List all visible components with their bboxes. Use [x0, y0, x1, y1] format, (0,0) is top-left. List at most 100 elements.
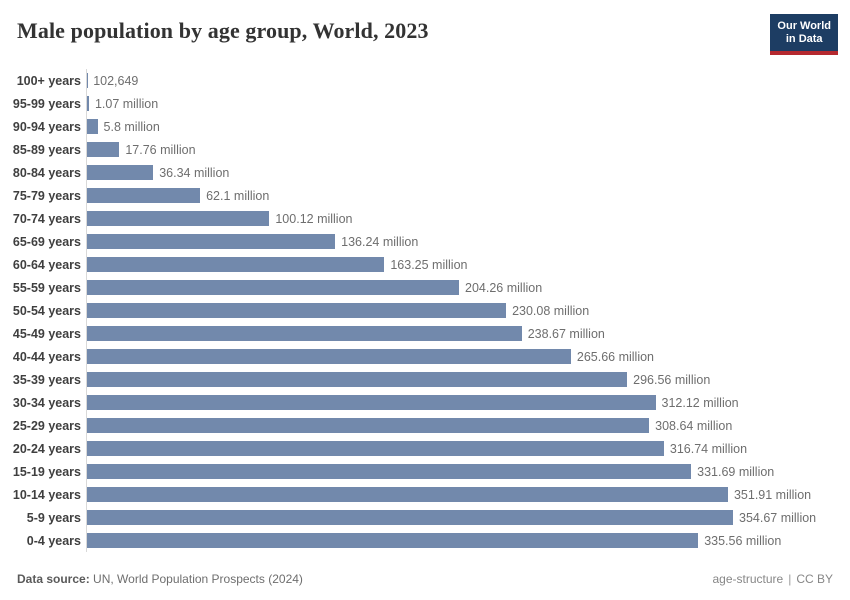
bar[interactable] [87, 188, 201, 203]
category-label: 100+ years [16, 73, 81, 88]
bar-track: 312.12 million [86, 391, 850, 414]
bar[interactable] [87, 211, 270, 226]
category-label: 85-89 years [12, 142, 81, 157]
data-source: Data source: UN, World Population Prospe… [17, 572, 303, 586]
bar[interactable] [87, 326, 522, 341]
bar[interactable] [87, 441, 664, 456]
bar-row: 5-9 years 354.67 million [0, 506, 850, 529]
value-label: 62.1 million [206, 188, 270, 203]
bar-track: 204.26 million [86, 276, 850, 299]
bar-track: 351.91 million [86, 483, 850, 506]
bar[interactable] [87, 464, 692, 479]
bar[interactable] [87, 533, 699, 548]
value-label: 163.25 million [390, 257, 468, 272]
bar-row: 95-99 years 1.07 million [0, 92, 850, 115]
category-label: 50-54 years [12, 303, 81, 318]
bar[interactable] [87, 165, 154, 180]
bar-track: 36.34 million [86, 161, 850, 184]
bar[interactable] [87, 280, 460, 295]
category-label: 15-19 years [12, 464, 81, 479]
category-label: 35-39 years [12, 372, 81, 387]
bar-track: 163.25 million [86, 253, 850, 276]
bar[interactable] [87, 487, 728, 502]
chart-footer: Data source: UN, World Population Prospe… [0, 562, 850, 600]
bar[interactable] [87, 119, 98, 134]
bar-row: 60-64 years 163.25 million [0, 253, 850, 276]
bar-track: 238.67 million [86, 322, 850, 345]
bar-row: 20-24 years 316.74 million [0, 437, 850, 460]
category-label: 0-4 years [26, 533, 81, 548]
category-label: 45-49 years [12, 326, 81, 341]
bar-track: 17.76 million [86, 138, 850, 161]
bar-track: 1.07 million [86, 92, 850, 115]
bar-row: 90-94 years 5.8 million [0, 115, 850, 138]
bar-row: 75-79 years 62.1 million [0, 184, 850, 207]
bar-track: 354.67 million [86, 506, 850, 529]
bar[interactable] [87, 510, 733, 525]
value-label: 36.34 million [159, 165, 230, 180]
bar-row: 55-59 years 204.26 million [0, 276, 850, 299]
bar-row: 85-89 years 17.76 million [0, 138, 850, 161]
value-label: 296.56 million [633, 372, 711, 387]
category-label: 30-34 years [12, 395, 81, 410]
category-label: 55-59 years [12, 280, 81, 295]
data-source-value: UN, World Population Prospects (2024) [89, 572, 303, 586]
owid-logo-line2: in Data [785, 33, 823, 45]
category-label: 40-44 years [12, 349, 81, 364]
bar[interactable] [87, 234, 336, 249]
category-label: 10-14 years [12, 487, 81, 502]
category-label: 90-94 years [12, 119, 81, 134]
bar-track: 100.12 million [86, 207, 850, 230]
bar-row: 30-34 years 312.12 million [0, 391, 850, 414]
value-label: 238.67 million [527, 326, 605, 341]
value-label: 265.66 million [576, 349, 655, 364]
bar-track: 331.69 million [86, 460, 850, 483]
category-label: 75-79 years [12, 188, 81, 203]
category-label: 65-69 years [12, 234, 81, 249]
bar-row: 65-69 years 136.24 million [0, 230, 850, 253]
bar-row: 15-19 years 331.69 million [0, 460, 850, 483]
value-label: 1.07 million [94, 96, 159, 111]
bar[interactable] [87, 418, 650, 433]
bar-row: 70-74 years 100.12 million [0, 207, 850, 230]
bar-row: 80-84 years 36.34 million [0, 161, 850, 184]
value-label: 316.74 million [669, 441, 748, 456]
bar-row: 10-14 years 351.91 million [0, 483, 850, 506]
license-link[interactable]: CC BY [796, 572, 833, 586]
bar-row: 50-54 years 230.08 million [0, 299, 850, 322]
category-label: 60-64 years [12, 257, 81, 272]
bar[interactable] [87, 372, 628, 387]
value-label: 335.56 million [704, 533, 782, 548]
owid-logo-line1: Our World [777, 20, 831, 32]
bar-track: 102,649 [86, 69, 850, 92]
category-label: 95-99 years [12, 96, 81, 111]
value-label: 354.67 million [739, 510, 817, 525]
value-label: 230.08 million [512, 303, 590, 318]
bar[interactable] [87, 96, 89, 111]
bar[interactable] [87, 395, 656, 410]
bar[interactable] [87, 349, 571, 364]
value-label: 17.76 million [125, 142, 196, 157]
value-label: 136.24 million [341, 234, 419, 249]
value-label: 5.8 million [103, 119, 160, 134]
bar-track: 335.56 million [86, 529, 850, 552]
owid-logo: Our World in Data [770, 14, 838, 55]
category-label: 80-84 years [12, 165, 81, 180]
bar[interactable] [87, 257, 385, 272]
chart-slug: age-structure [712, 572, 784, 586]
bar-track: 62.1 million [86, 184, 850, 207]
value-label: 351.91 million [733, 487, 812, 502]
bar-track: 296.56 million [86, 368, 850, 391]
value-label: 331.69 million [697, 464, 775, 479]
value-label: 204.26 million [465, 280, 543, 295]
bar[interactable] [87, 142, 120, 157]
value-label: 102,649 [93, 73, 139, 88]
footer-separator: | [788, 572, 792, 586]
chart-title: Male population by age group, World, 202… [17, 18, 429, 43]
bar[interactable] [87, 303, 507, 318]
bar-track: 308.64 million [86, 414, 850, 437]
value-label: 312.12 million [661, 395, 739, 410]
bar-row: 100+ years 102,649 [0, 69, 850, 92]
bar-track: 230.08 million [86, 299, 850, 322]
